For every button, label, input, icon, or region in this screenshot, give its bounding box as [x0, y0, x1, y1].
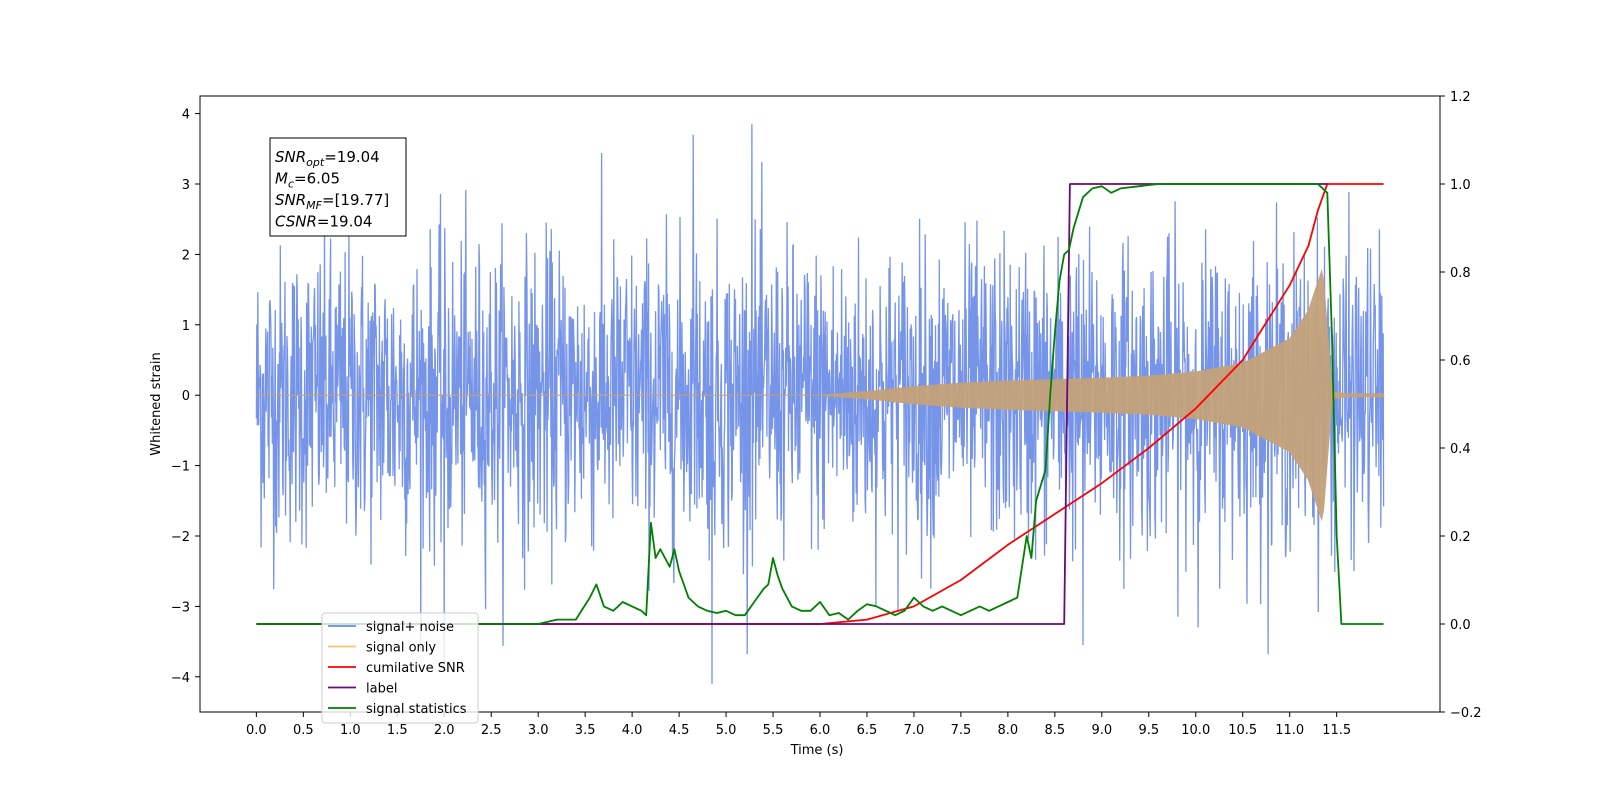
annotation-symbol: CSNR — [275, 213, 317, 231]
series-signal-statistics — [256, 183, 1384, 625]
y-tick-label: 0 — [182, 389, 190, 404]
x-tick-label: 1.5 — [387, 723, 408, 738]
x-tick-label: 3.0 — [528, 723, 549, 738]
y2-tick-label: 1.0 — [1450, 178, 1471, 193]
annotation-subscript: c — [288, 178, 294, 191]
x-tick-label: 8.0 — [998, 723, 1019, 738]
series-signal-only — [256, 268, 1385, 522]
legend: signal+ noise signal only cumilative SNR la… — [321, 612, 479, 724]
y2-tick-label: 1.2 — [1450, 90, 1471, 105]
x-tick-label: 9.5 — [1138, 723, 1159, 738]
legend-label: signal statistics — [366, 702, 467, 717]
legend-label: signal only — [366, 641, 436, 656]
y-axis-left: −4 −3 −2 −1 0 1 2 3 4 — [171, 108, 200, 686]
legend-label: label — [366, 682, 397, 697]
annotation-value: =[19.77] — [322, 191, 389, 209]
annotation-box: SNRopt=19.04 Mc=6.05 SNRMF=[19.77] CSNR=19.… — [269, 137, 407, 237]
x-tick-label: 4.5 — [669, 723, 690, 738]
y-tick-label: −3 — [171, 600, 190, 615]
annotation-value: =19.04 — [317, 213, 373, 231]
x-tick-label: 9.0 — [1091, 723, 1112, 738]
x-tick-label: 4.0 — [622, 723, 643, 738]
y-tick-label: 2 — [182, 248, 190, 263]
x-tick-label: 5.5 — [763, 723, 784, 738]
x-tick-label: 10.5 — [1228, 723, 1257, 738]
annotation-value: =19.04 — [324, 148, 380, 166]
y-axis-label: Whitened strain — [149, 352, 164, 455]
x-tick-label: 7.0 — [904, 723, 925, 738]
annotation-value: =6.05 — [294, 170, 340, 188]
x-tick-label: 6.0 — [810, 723, 831, 738]
x-axis-label: Time (s) — [790, 743, 844, 758]
plot-area — [255, 124, 1385, 684]
x-tick-label: 6.5 — [857, 723, 878, 738]
y2-tick-label: 0.8 — [1450, 266, 1471, 281]
x-tick-label: 5.0 — [716, 723, 737, 738]
y-tick-label: 1 — [182, 319, 190, 334]
legend-label: cumilative SNR — [366, 661, 465, 676]
annotation-symbol: SNR — [275, 191, 306, 209]
annotation-subscript: opt — [306, 156, 325, 169]
y-tick-label: 3 — [182, 178, 190, 193]
x-tick-label: 11.0 — [1275, 723, 1304, 738]
y2-tick-label: 0.2 — [1450, 530, 1471, 545]
x-tick-label: 0.5 — [293, 723, 314, 738]
y-axis-right: −0.2 0.0 0.2 0.4 0.6 0.8 1.0 1.2 — [1440, 90, 1482, 721]
y2-tick-label: −0.2 — [1450, 706, 1482, 721]
x-tick-label: 11.5 — [1322, 723, 1351, 738]
x-tick-label: 7.5 — [951, 723, 972, 738]
x-tick-label: 2.5 — [481, 723, 502, 738]
y-tick-label: −1 — [171, 460, 190, 475]
y2-tick-label: 0.0 — [1450, 618, 1471, 633]
x-tick-label: 1.0 — [340, 723, 361, 738]
annotation-symbol: SNR — [275, 148, 306, 166]
y2-tick-label: 0.4 — [1450, 442, 1471, 457]
y2-tick-label: 0.6 — [1450, 354, 1471, 369]
x-tick-label: 3.5 — [575, 723, 596, 738]
annotation-symbol: M — [275, 170, 288, 188]
x-tick-label: 8.5 — [1045, 723, 1066, 738]
x-tick-label: 0.0 — [246, 723, 267, 738]
annotation-subscript: MF — [306, 199, 322, 212]
x-tick-label: 10.0 — [1181, 723, 1210, 738]
y-tick-label: 4 — [182, 108, 190, 123]
legend-label: signal+ noise — [366, 620, 454, 635]
y-tick-label: −2 — [171, 530, 190, 545]
x-axis: 0.0 0.5 1.0 1.5 2.0 2.5 3.0 3.5 4.0 4.5 5.0 5.5 6.0 6… — [246, 712, 1351, 738]
legend-box — [321, 612, 479, 724]
y-tick-label: −4 — [171, 671, 190, 686]
x-tick-label: 2.0 — [434, 723, 455, 738]
